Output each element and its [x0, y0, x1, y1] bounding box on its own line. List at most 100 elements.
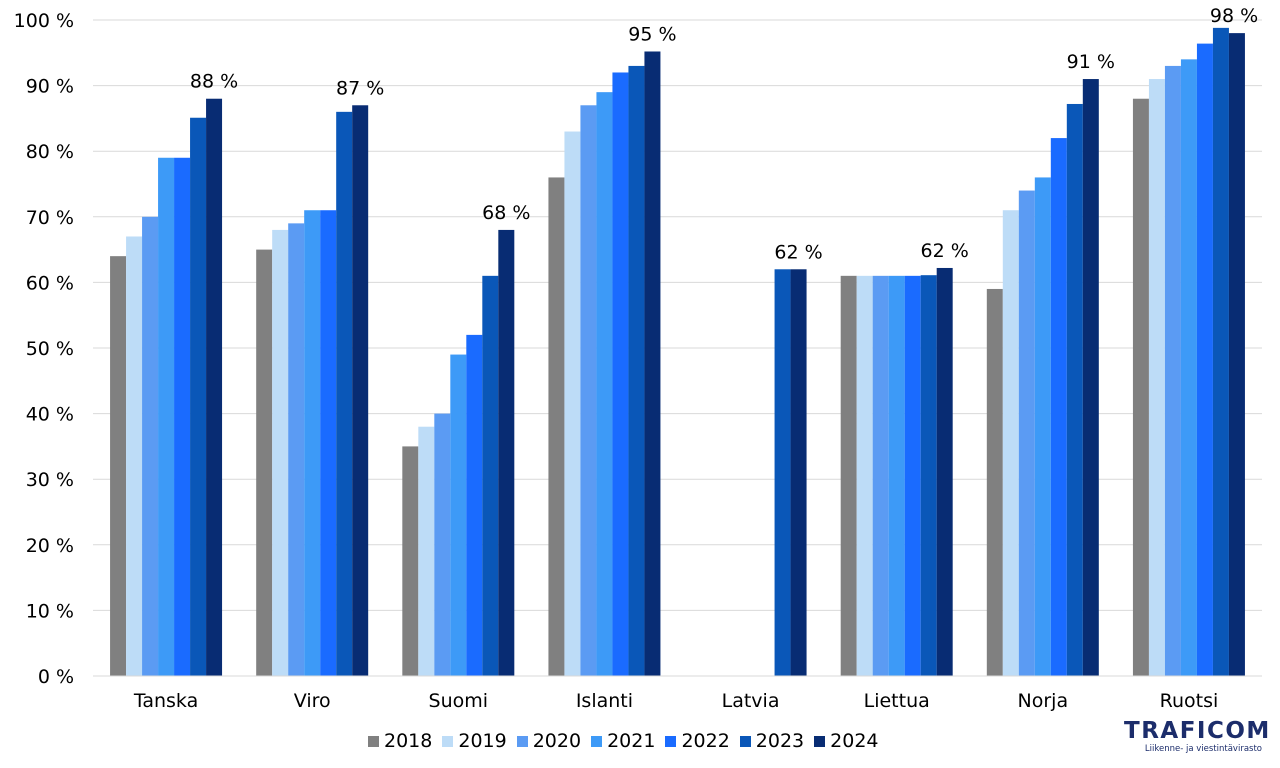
- legend-swatch: [591, 735, 603, 747]
- legend-label: 2019: [458, 730, 507, 752]
- y-tick-label: 10 %: [26, 600, 74, 622]
- bar-2019: [856, 275, 873, 676]
- bar-2021: [158, 157, 175, 676]
- legend-item: 2024: [814, 730, 879, 752]
- data-labels: 88 % 87 % 68 % 95 % 62 % 62 % 91 % 98 %: [190, 5, 1258, 263]
- data-label: 62 %: [774, 241, 822, 263]
- legend-swatch: [368, 735, 379, 747]
- bar-2023: [628, 65, 645, 677]
- bar-2023: [482, 275, 499, 676]
- bar-2021: [596, 92, 613, 676]
- bar-2022: [1050, 138, 1067, 676]
- bar-2018: [548, 177, 565, 676]
- x-category-label: Norja: [1018, 690, 1069, 712]
- legend-item: 2023: [739, 730, 805, 752]
- bar-2022: [1196, 43, 1213, 676]
- y-axis-ticks: 0 % 10 % 20 % 30 % 40 % 50 % 60 % 70 % 80 % 90 % 1…: [14, 10, 74, 688]
- legend-swatch: [665, 735, 677, 747]
- legend-swatch: [739, 735, 751, 747]
- y-tick-label: 80 %: [26, 141, 74, 163]
- bar-2023: [774, 269, 791, 676]
- data-label: 68 %: [482, 202, 530, 224]
- x-category-label: Islanti: [576, 690, 633, 712]
- bar-2019: [126, 236, 143, 677]
- bar-2018: [1132, 98, 1149, 677]
- bar-2022: [174, 157, 191, 676]
- bar-2024: [790, 269, 807, 676]
- x-axis-categories: Tanska Viro Suomi Islanti Latvia Liettua Norja…: [133, 690, 1218, 712]
- logo-tagline: Liikenne- ja viestintävirasto: [1144, 744, 1262, 754]
- bar-2023: [1212, 27, 1229, 676]
- bar-2024: [1228, 33, 1245, 677]
- x-category-label: Ruotsi: [1160, 690, 1219, 712]
- x-category-label: Viro: [294, 690, 331, 712]
- bar-2023: [336, 111, 353, 677]
- data-label: 88 %: [190, 71, 238, 93]
- bar-2018: [986, 288, 1003, 676]
- legend-label: 2020: [532, 730, 582, 752]
- x-category-label: Latvia: [722, 690, 780, 712]
- bar-2019: [1002, 210, 1019, 677]
- y-tick-label: 50 %: [26, 338, 74, 360]
- bar-2019: [418, 426, 435, 676]
- y-tick-label: 20 %: [26, 535, 74, 557]
- bar-2020: [142, 216, 159, 677]
- bar-2022: [904, 275, 921, 676]
- bar-2020: [872, 275, 889, 676]
- data-label: 98 %: [1210, 5, 1258, 27]
- legend-item: 2018: [368, 730, 432, 752]
- y-tick-label: 60 %: [26, 272, 74, 294]
- bar-2024: [206, 98, 223, 677]
- legend-item: 2020: [516, 730, 582, 752]
- y-tick-label: 100 %: [14, 10, 74, 32]
- legend-label: 2021: [607, 730, 656, 752]
- bar-2018: [110, 256, 127, 676]
- data-label: 95 %: [628, 23, 676, 45]
- legend-swatch: [516, 735, 528, 747]
- bar-2020: [1164, 65, 1181, 677]
- bar-2018: [402, 446, 419, 676]
- data-label: 87 %: [336, 77, 384, 99]
- legend-item: 2019: [442, 730, 507, 752]
- bar-2022: [466, 334, 483, 676]
- bar-2023: [190, 117, 207, 676]
- legend-label: 2022: [681, 730, 730, 752]
- legend-item: 2022: [665, 730, 730, 752]
- y-tick-label: 0 %: [38, 666, 74, 688]
- data-label: 62 %: [921, 240, 969, 262]
- bar-2024: [498, 229, 515, 677]
- y-tick-label: 70 %: [26, 207, 74, 229]
- bar-2020: [1018, 190, 1035, 676]
- bar-2019: [564, 131, 581, 676]
- bar-2020: [288, 223, 305, 677]
- bar-2019: [1148, 79, 1165, 677]
- bar-2021: [888, 275, 905, 676]
- x-category-label: Liettua: [864, 690, 930, 712]
- y-tick-label: 30 %: [26, 469, 74, 491]
- legend-label: 2023: [755, 730, 805, 752]
- bar-2021: [304, 210, 321, 677]
- bar-2021: [450, 354, 467, 676]
- bar-2018: [256, 249, 273, 676]
- bar-2022: [612, 72, 629, 677]
- bar-2020: [580, 105, 597, 676]
- bar-2020: [434, 413, 451, 676]
- legend-swatch: [814, 735, 826, 747]
- bar-2024: [936, 267, 953, 676]
- bar-2021: [1034, 177, 1051, 676]
- legend-label: 2024: [830, 730, 879, 752]
- logo-wordmark: TRAFICOM: [1124, 718, 1271, 744]
- bar-2024: [352, 105, 369, 676]
- y-tick-label: 90 %: [26, 76, 74, 98]
- bar-2024: [644, 51, 661, 677]
- data-label: 91 %: [1067, 51, 1115, 73]
- x-category-label: Tanska: [133, 690, 198, 712]
- bar-2022: [320, 210, 337, 677]
- bar-2019: [272, 229, 289, 677]
- bar-2023: [920, 275, 937, 676]
- legend-item: 2021: [591, 730, 655, 752]
- legend-label: 2018: [384, 730, 433, 752]
- traficom-logo: TRAFICOM Liikenne- ja viestintävirasto: [1124, 718, 1271, 758]
- bar-2018: [840, 275, 857, 676]
